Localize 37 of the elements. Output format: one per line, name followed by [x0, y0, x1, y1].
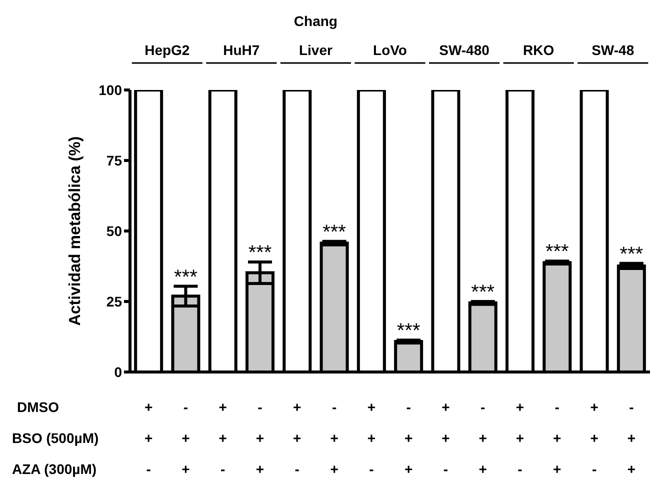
x-tick-label: + + -	[590, 399, 598, 477]
x-tick-label: - + +	[478, 399, 487, 477]
x-tick-label: - + +	[553, 399, 562, 477]
x-tick-label: - + +	[330, 399, 338, 477]
x-tick-label: - + +	[627, 399, 636, 477]
data-label: ***	[322, 221, 346, 244]
data-label: ***	[248, 242, 272, 264]
data-label: ***	[545, 241, 570, 264]
text: HepG2	[144, 42, 190, 58]
data-label: ***	[620, 243, 644, 266]
y-tick-label: 100	[98, 82, 122, 98]
x-tick-label: - + +	[256, 399, 264, 477]
x-tick-label: - + +	[404, 399, 413, 477]
data-label: ***	[396, 320, 420, 342]
text: HuH7	[223, 42, 260, 58]
text: SW-480	[439, 42, 490, 58]
x-tick-label: + + -	[516, 399, 524, 477]
x-tick-label: + + -	[218, 399, 227, 477]
text: SW-48	[592, 42, 634, 58]
x-tick-label: + + -	[144, 399, 153, 477]
text: DMSO	[17, 399, 60, 415]
x-tick-label: + + -	[442, 399, 450, 477]
text: AZA (300µM)	[12, 461, 97, 477]
data-label: ***	[471, 282, 495, 304]
text: RKO	[523, 42, 554, 58]
x-tick-label: - + +	[182, 399, 190, 477]
data-label: ***	[174, 266, 198, 288]
text: LoVo	[373, 42, 407, 58]
x-tick-label: + + -	[367, 399, 376, 477]
y-tick-label: 0	[114, 364, 122, 380]
y-tick-label: 75	[106, 152, 122, 168]
y-axis-title: Actividad metabólica (%)	[67, 136, 84, 326]
x-tick-label: + + -	[293, 399, 302, 477]
y-tick-label: 50	[106, 222, 122, 239]
text: Chang Liver	[294, 13, 338, 58]
text: BSO (500µM)	[12, 430, 99, 446]
y-tick-label: 25	[106, 293, 122, 310]
